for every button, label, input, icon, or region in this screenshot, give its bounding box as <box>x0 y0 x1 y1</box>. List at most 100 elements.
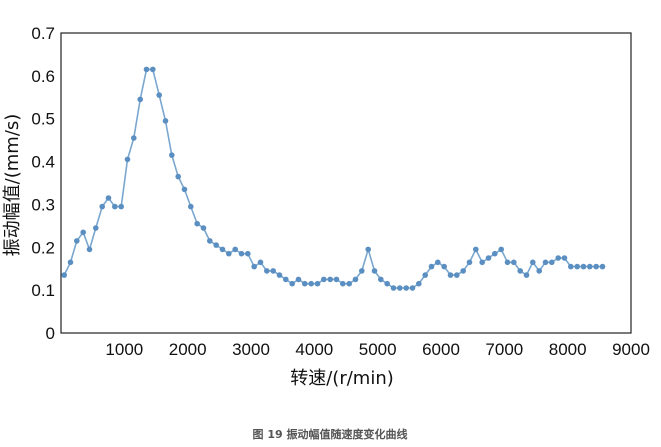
data-point <box>530 259 536 266</box>
data-point <box>99 203 105 210</box>
y-tick-label: 0.3 <box>31 195 55 214</box>
data-point <box>283 276 289 283</box>
data-point <box>137 96 143 103</box>
data-point <box>435 259 441 266</box>
data-point <box>118 203 124 210</box>
data-point <box>276 272 283 278</box>
data-point <box>580 263 587 270</box>
data-point <box>245 250 251 257</box>
data-point <box>485 255 492 261</box>
data-point <box>359 268 365 274</box>
data-point <box>555 255 561 261</box>
y-tick-label: 0.5 <box>31 110 55 129</box>
data-point <box>175 173 181 180</box>
data-point <box>479 259 486 266</box>
x-axis-label: 转速/(r/min) <box>290 368 394 389</box>
data-point <box>390 285 397 291</box>
data-point <box>321 276 327 283</box>
data-point <box>466 259 473 266</box>
y-tick-label: 0 <box>46 324 55 343</box>
data-point <box>131 135 137 141</box>
x-tick-label: 2000 <box>169 340 207 359</box>
data-point <box>454 272 460 278</box>
data-point <box>517 268 523 274</box>
data-point <box>523 272 530 278</box>
figure-caption: 图 19 振动幅值随速度变化曲线 <box>253 427 408 441</box>
plot-frame <box>60 32 632 334</box>
data-point <box>264 268 270 274</box>
data-point <box>492 250 498 257</box>
y-tick-labels: 0 0.1 0.2 0.3 0.4 0.5 0.6 0.7 <box>31 24 55 343</box>
data-point <box>416 280 422 287</box>
x-tick-labels: 1000 2000 3000 4000 5000 6000 7000 8000 9000 <box>105 340 649 359</box>
data-point <box>504 259 511 266</box>
data-point <box>542 259 549 266</box>
x-tick-label: 9000 <box>612 340 650 359</box>
data-point <box>599 263 606 270</box>
data-point <box>340 280 346 287</box>
data-point <box>422 272 429 278</box>
data-point <box>587 263 593 270</box>
data-point <box>403 285 410 291</box>
data-point <box>314 280 321 287</box>
data-point <box>428 263 435 270</box>
data-point <box>270 268 277 274</box>
data-point <box>150 66 156 73</box>
x-tick-label: 5000 <box>359 340 397 359</box>
data-point <box>80 229 86 236</box>
data-point <box>441 263 448 270</box>
data-point <box>61 272 67 278</box>
data-point <box>112 203 118 210</box>
series-line <box>63 68 603 289</box>
data-point <box>460 268 467 274</box>
data-point <box>289 280 296 287</box>
y-tick-label: 0.4 <box>31 153 55 172</box>
data-point <box>200 225 207 231</box>
data-point <box>219 246 226 253</box>
data-point <box>188 203 194 210</box>
x-tick-label: 7000 <box>485 340 523 359</box>
x-tick-label: 6000 <box>422 340 460 359</box>
data-point <box>67 259 74 266</box>
data-point <box>143 66 150 73</box>
data-point <box>105 195 112 201</box>
x-tick-label: 8000 <box>549 340 587 359</box>
data-point <box>181 186 188 193</box>
data-point <box>447 272 454 278</box>
data-point <box>568 263 574 270</box>
data-point <box>561 255 568 261</box>
data-point <box>124 156 131 163</box>
data-point <box>302 280 308 287</box>
y-tick-label: 0.7 <box>31 24 55 43</box>
data-point <box>352 276 359 283</box>
data-point <box>93 225 99 231</box>
data-point <box>327 276 334 283</box>
y-tick-label: 0.2 <box>31 238 55 257</box>
data-point <box>346 280 353 287</box>
data-point <box>511 259 517 266</box>
data-point <box>308 280 315 287</box>
data-point <box>574 263 580 270</box>
data-point <box>169 152 175 158</box>
data-point <box>213 242 219 248</box>
data-point <box>156 92 162 98</box>
data-point <box>207 238 213 244</box>
data-point <box>593 263 599 270</box>
data-point <box>549 259 555 266</box>
y-tick-label: 0.1 <box>31 281 55 300</box>
data-point <box>257 259 264 266</box>
data-point <box>251 263 257 270</box>
data-point <box>409 285 416 291</box>
data-point <box>397 285 403 291</box>
data-point <box>238 250 245 257</box>
data-point <box>194 220 200 227</box>
data-point <box>86 246 93 253</box>
data-point <box>371 268 378 274</box>
x-tick-label: 1000 <box>105 340 143 359</box>
y-tick-label: 0.6 <box>31 67 55 86</box>
data-point <box>226 250 232 257</box>
data-point <box>333 276 340 283</box>
data-point <box>162 118 169 124</box>
data-point <box>378 276 384 283</box>
